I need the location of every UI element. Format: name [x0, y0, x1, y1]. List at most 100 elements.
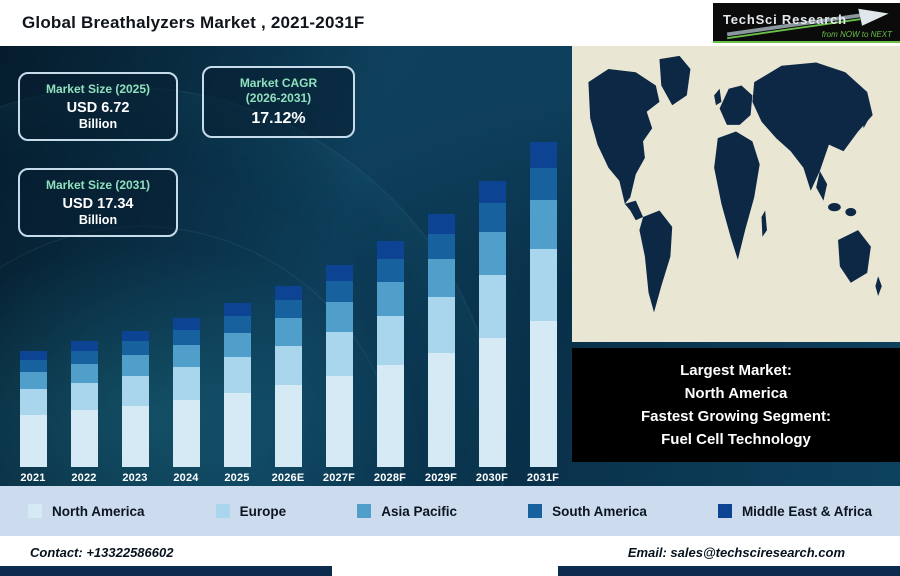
bar-segment-asia-pacific [325, 301, 353, 332]
stat-title: Market Size (2031) [45, 178, 151, 192]
bar-group-2025: 2025 [214, 303, 260, 484]
bar-segment-middle-east-africa [529, 141, 557, 169]
bar-segment-asia-pacific [529, 200, 557, 250]
bar-segment-europe [70, 382, 98, 411]
bar-group-2029f: 2029F [418, 213, 464, 484]
continent-greenland [659, 55, 691, 106]
bar-segment-europe [172, 367, 200, 400]
legend-item-south-america: South America [528, 504, 647, 519]
x-axis-label: 2028F [373, 472, 407, 484]
x-axis-label: 2021 [20, 472, 46, 484]
bar-segment-north-america [427, 352, 455, 467]
bar-segment-south-america [19, 360, 47, 372]
x-axis-label: 2025 [224, 472, 250, 484]
bar-segment-south-america [70, 351, 98, 365]
stat-unit: Billion [78, 117, 118, 131]
x-axis-label: 2030F [475, 472, 509, 484]
stat-title: Market CAGR [239, 76, 318, 90]
stat-unit: Billion [78, 213, 118, 227]
bar-segment-middle-east-africa [172, 317, 200, 330]
island-new-guinea [845, 207, 857, 217]
contact-text: Contact: +13322586602 [30, 545, 174, 560]
bar-segment-middle-east-africa [223, 303, 251, 317]
bar-segment-asia-pacific [478, 232, 506, 276]
bar-segment-asia-pacific [70, 364, 98, 383]
island-madagascar [761, 210, 767, 237]
bar-segment-middle-east-africa [325, 265, 353, 282]
bar-stack [427, 213, 455, 467]
bar-segment-north-america [325, 376, 353, 467]
legend-label: South America [552, 503, 647, 519]
continent-south-america [639, 210, 673, 313]
title-bar: Global Breathalyzers Market , 2021-2031F… [0, 0, 900, 46]
bar-group-2028f: 2028F [367, 241, 413, 484]
market-info-box: Largest Market: North America Fastest Gr… [572, 348, 900, 462]
bar-segment-asia-pacific [223, 332, 251, 358]
continent-australia [838, 230, 871, 283]
bar-stack [529, 141, 557, 467]
world-map [572, 46, 900, 342]
legend-swatch [717, 504, 732, 518]
stat-title: (2026-2031) [245, 91, 312, 105]
techsci-logo: TechSci Research from NOW to NEXT [713, 3, 900, 43]
x-axis-label: 2029F [424, 472, 458, 484]
legend-swatch [357, 504, 372, 518]
page-title: Global Breathalyzers Market , 2021-2031F [22, 13, 365, 32]
legend-label: North America [52, 503, 145, 519]
x-axis-label: 2023 [122, 472, 148, 484]
bar-segment-north-america [274, 385, 302, 467]
bar-segment-asia-pacific [172, 344, 200, 368]
bar-segment-middle-east-africa [19, 350, 47, 361]
bar-segment-south-america [427, 233, 455, 260]
bar-group-2026e: 2026E [265, 285, 311, 484]
legend-swatch [28, 504, 42, 518]
bar-stack [172, 317, 200, 467]
bar-segment-europe [274, 345, 302, 386]
region-central-america [624, 200, 644, 221]
legend-label: Europe [239, 503, 287, 519]
bar-group-2023: 2023 [112, 330, 158, 484]
region-southeast-asia [816, 170, 828, 201]
bar-segment-europe [223, 357, 251, 394]
bar-stack [325, 265, 353, 467]
legend: North America Europe Asia Pacific South Ame… [0, 486, 900, 536]
legend-item-north-america: North America [28, 504, 145, 519]
continent-africa [714, 131, 760, 260]
bar-group-2021: 2021 [10, 350, 56, 484]
bar-segment-europe [478, 275, 506, 338]
continent-asia [752, 62, 873, 191]
bar-group-2031f: 2031F [520, 141, 566, 484]
bar-segment-south-america [325, 281, 353, 302]
bar-segment-north-america [223, 393, 251, 467]
legend-swatch [215, 504, 230, 518]
island-indonesia [828, 203, 841, 212]
bar-segment-middle-east-africa [376, 241, 404, 260]
island-new-zealand [875, 276, 882, 296]
bar-segment-north-america [172, 399, 200, 467]
bar-group-2024: 2024 [163, 317, 209, 484]
legend-label: Middle East & Africa [741, 503, 872, 519]
bar-group-2030f: 2030F [469, 180, 515, 484]
world-map-svg [588, 55, 882, 313]
bar-group-2027f: 2027F [316, 265, 362, 484]
bar-segment-europe [427, 297, 455, 353]
info-line-fastest-segment-label: Fastest Growing Segment: [640, 408, 832, 425]
x-axis-label: 2022 [71, 472, 97, 484]
bar-segment-europe [19, 389, 47, 415]
legend-swatch [528, 504, 543, 518]
bar-stack [70, 341, 98, 467]
bar-segment-south-america [121, 341, 149, 356]
bar-segment-north-america [376, 365, 404, 467]
info-line-fastest-segment-value: Fuel Cell Technology [661, 431, 811, 449]
bar-segment-north-america [529, 320, 557, 467]
info-line-largest-market-value: North America [684, 384, 788, 402]
bar-stack [274, 285, 302, 467]
stat-box-market-size-2031: Market Size (2031) USD 17.34 Billion [18, 168, 178, 237]
bar-segment-south-america [172, 329, 200, 345]
stacked-bar-chart: 2021 2022 2023 2024 2025 2026E 2027F 2028F 2029F… [10, 141, 566, 484]
legend-item-europe: Europe [215, 503, 287, 519]
bar-stack [478, 180, 506, 467]
bar-segment-north-america [478, 338, 506, 467]
bar-segment-asia-pacific [427, 259, 455, 298]
continent-north-america [588, 69, 660, 204]
